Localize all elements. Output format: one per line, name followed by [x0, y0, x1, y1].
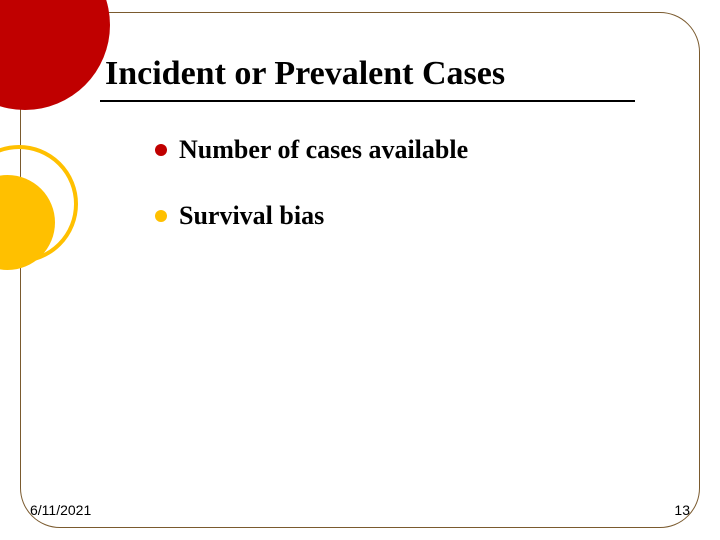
- bullet-text: Number of cases available: [179, 135, 468, 165]
- bullet-text: Survival bias: [179, 201, 324, 231]
- bullet-dot-icon: [155, 144, 167, 156]
- bullet-list: Number of cases available Survival bias: [155, 135, 468, 267]
- bullet-dot-icon: [155, 210, 167, 222]
- list-item: Survival bias: [155, 201, 468, 231]
- footer-page-number: 13: [674, 502, 690, 518]
- list-item: Number of cases available: [155, 135, 468, 165]
- slide: Incident or Prevalent Cases Number of ca…: [0, 0, 720, 540]
- title-underline: [100, 100, 635, 102]
- footer-date: 6/11/2021: [30, 502, 91, 518]
- slide-title: Incident or Prevalent Cases: [105, 55, 505, 93]
